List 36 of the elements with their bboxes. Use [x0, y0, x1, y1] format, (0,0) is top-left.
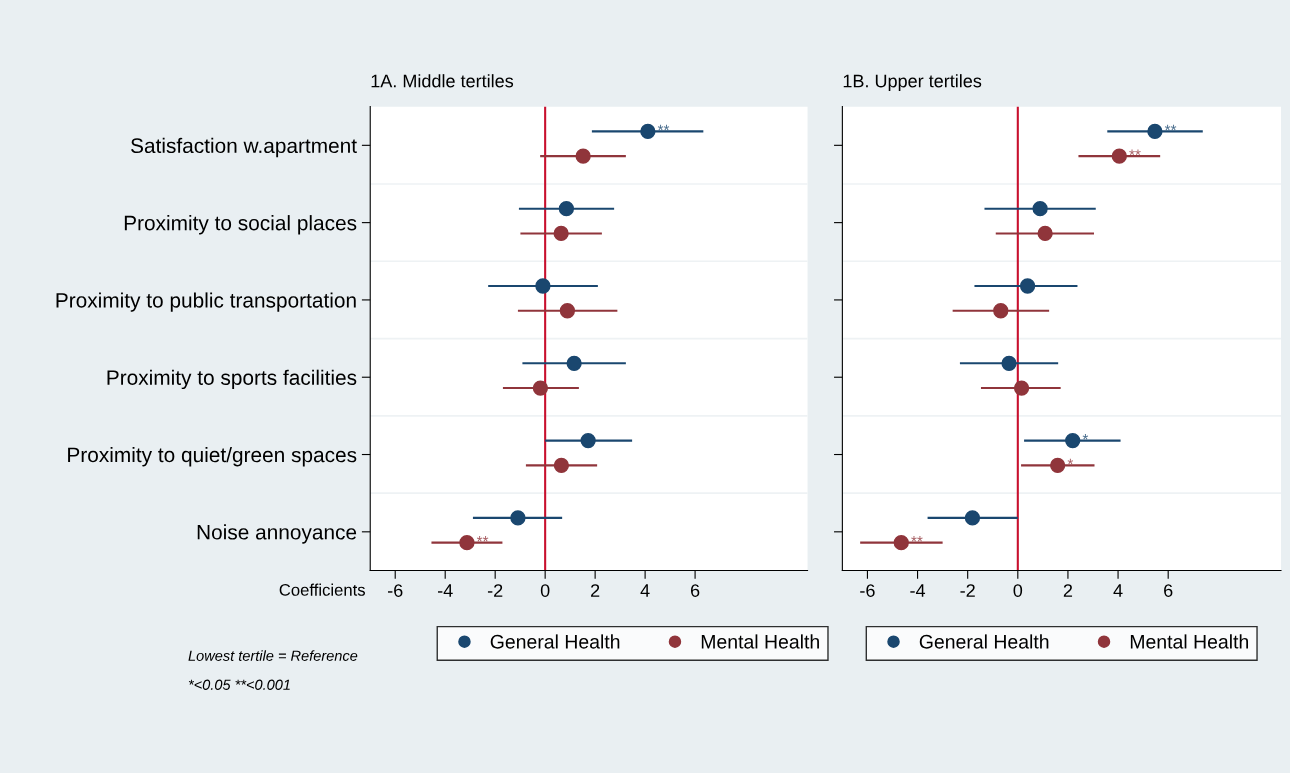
y-tick-label: Proximity to public transportation — [56, 292, 356, 312]
data-label: ** — [657, 124, 670, 131]
legend-label: General Health — [490, 634, 620, 649]
data-label: ** — [911, 536, 923, 542]
legend-label: General Health — [919, 634, 1049, 649]
x-tick-label: 4 — [1113, 584, 1123, 597]
text: Lowest tertile = Reference — [188, 650, 358, 661]
y-tick-label: Proximity to quiet/green spaces — [68, 446, 357, 467]
y-tick-label: Satisfaction w.apartment — [131, 137, 357, 158]
x-tick-label: -6 — [387, 584, 403, 597]
x-tick-label: 6 — [690, 584, 700, 597]
legend-label: Mental Health — [1130, 634, 1249, 649]
chart-title: 1A. Middle tertiles — [371, 74, 514, 88]
y-tick-label: Proximity to sports facilities — [107, 369, 357, 390]
x-tick-label: -4 — [437, 584, 453, 597]
x-tick-label: 0 — [540, 584, 550, 597]
x-tick-label: -6 — [860, 584, 875, 597]
chart-title: 1B. Upper tertiles — [843, 74, 982, 91]
legend-label: Mental Health — [701, 634, 819, 649]
x-tick-label: 0 — [1013, 584, 1023, 597]
data-label: ** — [476, 536, 489, 542]
x-tick-label: 4 — [640, 584, 650, 597]
x-tick-label: -2 — [487, 584, 503, 597]
y-tick-label: Noise annoyance — [197, 524, 357, 544]
data-label: * — [1082, 434, 1089, 440]
data-label: * — [1067, 458, 1074, 465]
text: *<0.05 **<0.001 — [188, 679, 290, 690]
data-label: ** — [1164, 124, 1177, 131]
y-tick-label: Proximity to social places — [124, 215, 357, 235]
data-label: ** — [1129, 149, 1141, 155]
x-tick-label: 2 — [591, 584, 600, 597]
x-axis-title: Coefficients — [279, 583, 365, 596]
x-tick-label: -2 — [960, 584, 975, 597]
x-tick-label: 2 — [1063, 584, 1073, 597]
x-tick-label: 6 — [1164, 584, 1173, 597]
x-tick-label: -4 — [910, 584, 926, 597]
